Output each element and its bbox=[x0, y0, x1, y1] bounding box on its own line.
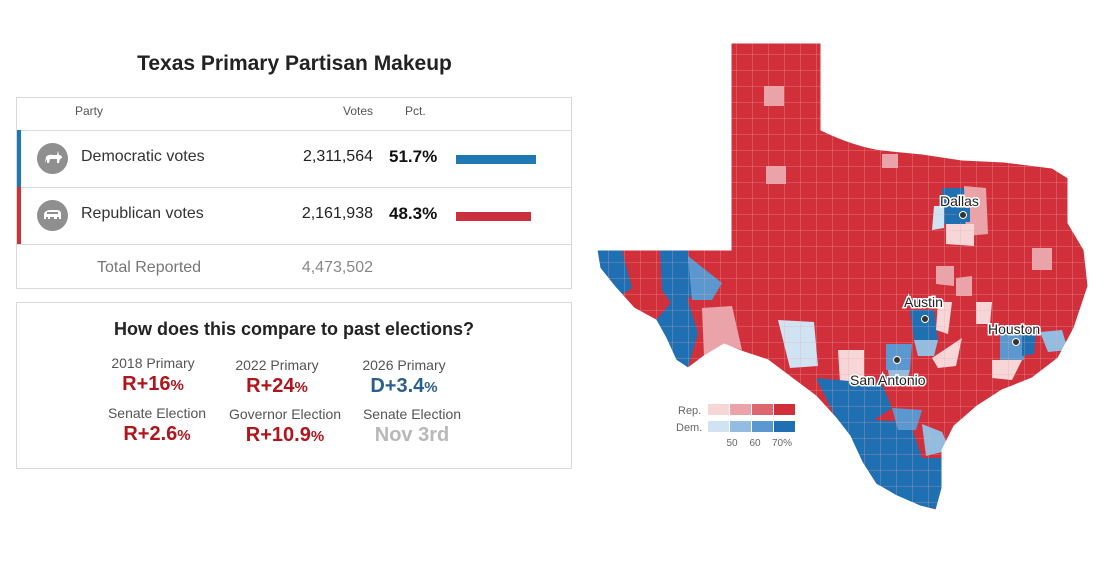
party-name: Democratic votes bbox=[81, 148, 205, 165]
compare-item: Senate Election R+2.6% bbox=[87, 405, 227, 448]
compare-value: R+10.9% bbox=[245, 424, 325, 446]
vote-share-bar bbox=[456, 212, 531, 221]
compare-value: R+2.6% bbox=[123, 423, 191, 445]
total-value: 4,473,502 bbox=[301, 259, 373, 276]
legend-swatch bbox=[752, 404, 773, 415]
party-votes: 2,161,938 bbox=[301, 205, 373, 222]
compare-value: R+16% bbox=[122, 373, 184, 395]
city-marker-san-antonio: San Antonio bbox=[849, 356, 927, 390]
legend-swatch bbox=[730, 404, 751, 415]
compare-value: Nov 3rd bbox=[374, 424, 450, 446]
city-label: Dallas bbox=[940, 193, 979, 209]
party-pct: 51.7% bbox=[389, 147, 438, 166]
compare-label: 2018 Primary bbox=[111, 355, 195, 371]
texas-county-map: Dallas Austin Houston San Antonio Rep. D… bbox=[596, 42, 1089, 511]
compare-item: 2022 Primary R+24% bbox=[207, 357, 347, 400]
legend-swatch bbox=[730, 421, 751, 432]
city-marker-dallas: Dallas bbox=[939, 192, 980, 222]
header-party: Party bbox=[75, 104, 104, 118]
compare-item: 2026 Primary D+3.4% bbox=[334, 357, 474, 400]
compare-item: Senate Election Nov 3rd bbox=[342, 406, 482, 449]
compare-label: Senate Election bbox=[107, 405, 207, 421]
donkey-icon bbox=[37, 143, 68, 174]
party-votes: 2,311,564 bbox=[303, 148, 373, 165]
legend-swatch bbox=[708, 404, 729, 415]
compare-label: Governor Election bbox=[228, 406, 342, 422]
compare-value: R+24% bbox=[246, 375, 308, 397]
map-legend: Rep. Dem. 50 60 70% bbox=[676, 404, 795, 449]
table-row-democratic: Democratic votes 2,311,564 51.7% bbox=[17, 130, 571, 188]
table-header: Party Votes Pct. bbox=[17, 98, 571, 131]
compare-label: 2022 Primary bbox=[235, 357, 319, 373]
city-marker-houston: Houston bbox=[987, 320, 1042, 346]
legend-swatch bbox=[752, 421, 773, 432]
compare-item: 2018 Primary R+16% bbox=[83, 355, 223, 398]
party-pct: 48.3% bbox=[389, 204, 438, 223]
legend-swatch bbox=[774, 404, 795, 415]
header-votes: Votes bbox=[343, 104, 374, 118]
legend-rep-label: Rep. bbox=[678, 405, 701, 417]
compare-item: Governor Election R+10.9% bbox=[215, 406, 355, 449]
legend-tick: 70% bbox=[772, 438, 792, 449]
legend-swatch bbox=[708, 421, 729, 432]
counties bbox=[597, 43, 1088, 510]
party-name: Republican votes bbox=[81, 205, 204, 222]
past-elections-panel: How does this compare to past elections?… bbox=[16, 302, 572, 469]
total-row: Total Reported 4,473,502 bbox=[17, 245, 571, 289]
page-title: Texas Primary Partisan Makeup bbox=[137, 52, 452, 75]
compare-label: 2026 Primary bbox=[362, 357, 446, 373]
city-marker-austin: Austin bbox=[903, 293, 944, 323]
legend-dem-label: Dem. bbox=[676, 422, 702, 434]
compare-title: How does this compare to past elections? bbox=[113, 319, 475, 339]
vote-share-bar bbox=[456, 155, 536, 164]
elephant-icon bbox=[37, 200, 68, 231]
legend-dem-swatches bbox=[708, 421, 795, 432]
table-row-republican: Republican votes 2,161,938 48.3% bbox=[17, 187, 571, 245]
legend-swatch bbox=[774, 421, 795, 432]
legend-tick: 60 bbox=[749, 438, 761, 449]
legend-tick: 50 bbox=[726, 438, 738, 449]
party-stripe bbox=[17, 187, 21, 244]
results-table: Party Votes Pct. Democratic votes 2,311,… bbox=[16, 97, 572, 289]
legend-rep-swatches bbox=[708, 404, 795, 415]
header-pct: Pct. bbox=[405, 104, 426, 118]
city-label: San Antonio bbox=[850, 372, 926, 388]
party-stripe bbox=[17, 130, 21, 187]
compare-label: Senate Election bbox=[362, 406, 462, 422]
total-label: Total Reported bbox=[97, 259, 202, 276]
city-label: Austin bbox=[904, 294, 943, 310]
compare-value: D+3.4% bbox=[370, 375, 438, 397]
city-label: Houston bbox=[988, 321, 1040, 337]
